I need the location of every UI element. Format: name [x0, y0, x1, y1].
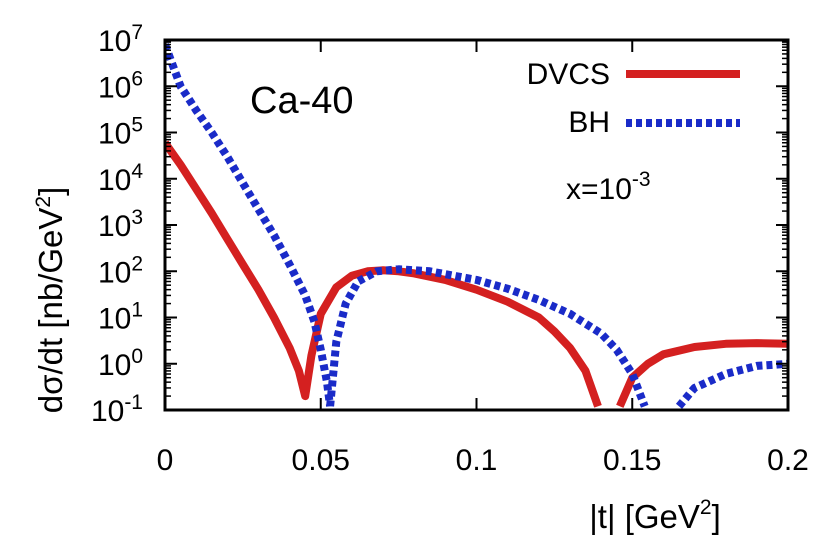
x-tick-label: 0.05 — [292, 444, 350, 477]
x-tick-label: 0.15 — [603, 444, 661, 477]
annotation-x-exp: -3 — [632, 168, 651, 191]
y-tick-label: 101 — [98, 299, 143, 336]
y-tick-label: 103 — [98, 206, 143, 243]
y-tick-label: 107 — [98, 21, 143, 58]
series-dvcs-line — [165, 140, 602, 408]
y-axis-title-sup: 2 — [32, 196, 55, 208]
legend-label-dvcs: DVCS — [527, 58, 610, 91]
svg-text:|t| [GeV2]: |t| [GeV2] — [589, 496, 721, 535]
x-tick-label: 0.2 — [767, 444, 809, 477]
y-axis-title-text: dσ/dt [nb/GeV — [32, 208, 69, 414]
y-axis-title: dσ/dt [nb/GeV2] — [32, 187, 69, 414]
x-axis-title-sup: 2 — [700, 496, 712, 519]
y-tick-label: 104 — [98, 160, 143, 197]
x-tick-label: 0.1 — [456, 444, 498, 477]
svg-text:dσ/dt [nb/GeV2]: dσ/dt [nb/GeV2] — [32, 187, 69, 414]
annotation-x-value: x=10-3 — [566, 168, 651, 206]
y-tick-label: 106 — [98, 67, 143, 104]
series-bh-line — [165, 43, 335, 407]
x-axis-title-text: |t| [GeV — [589, 498, 700, 535]
y-tick-label: 102 — [98, 252, 143, 289]
annotation-nucleus: Ca-40 — [250, 80, 354, 122]
y-tick-label: 105 — [98, 114, 143, 151]
legend-label-bh: BH — [568, 106, 610, 139]
x-axis-title: |t| [GeV2] — [589, 496, 721, 535]
y-tick-label: 10-1 — [91, 391, 143, 428]
legend: DVCS BH — [527, 58, 740, 139]
y-axis-title-suffix: ] — [32, 187, 69, 196]
y-tick-label: 100 — [98, 345, 143, 382]
series-bh-line — [675, 359, 788, 409]
series-bh-line — [326, 265, 649, 408]
x-axis-title-suffix: ] — [712, 498, 721, 535]
x-tick-label: 0 — [157, 444, 174, 477]
annotation-x-text: x=10 — [566, 173, 632, 206]
